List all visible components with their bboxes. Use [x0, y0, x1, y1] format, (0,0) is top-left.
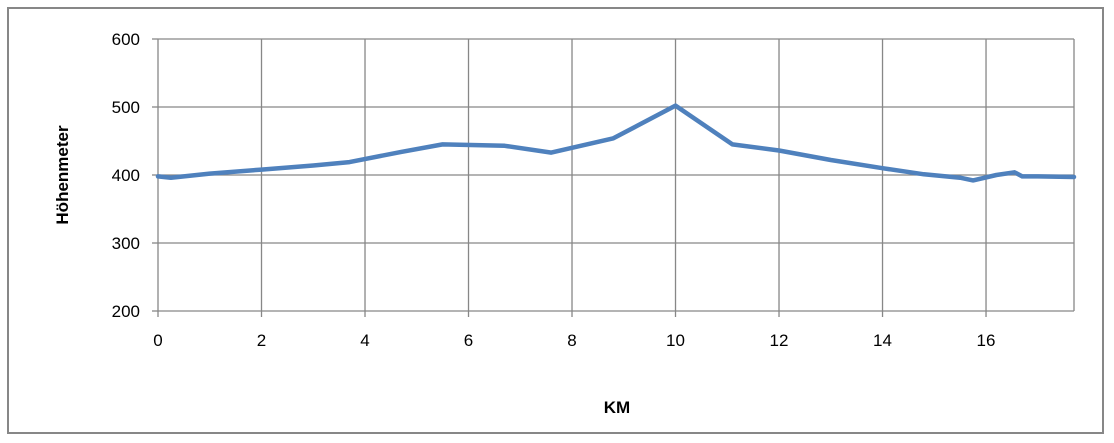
y-tick-label: 500 — [112, 98, 140, 117]
y-tick-label: 200 — [112, 302, 140, 321]
x-tick-labels: 0 2 4 6 8 10 12 14 16 — [153, 331, 995, 350]
x-tick-label: 10 — [666, 331, 685, 350]
y-tick-label: 300 — [112, 234, 140, 253]
x-axis-title: KM — [604, 398, 630, 417]
y-tick-labels: 200 300 400 500 600 — [112, 30, 140, 321]
x-tick-label: 4 — [360, 331, 369, 350]
x-tick-label: 12 — [770, 331, 789, 350]
x-tick-label: 14 — [873, 331, 892, 350]
series-line — [155, 103, 1077, 183]
x-tick-label: 0 — [153, 331, 162, 350]
x-tick-label: 6 — [464, 331, 473, 350]
x-tick-label: 16 — [977, 331, 996, 350]
y-tick-label: 600 — [112, 30, 140, 49]
y-tick-label: 400 — [112, 166, 140, 185]
x-tick-label: 2 — [257, 331, 266, 350]
gridlines — [152, 38, 1075, 317]
chart-frame — [7, 7, 1104, 434]
x-tick-label: 8 — [567, 331, 576, 350]
y-axis-title: Höhenmeter — [53, 125, 72, 225]
series-layer — [155, 103, 1077, 183]
